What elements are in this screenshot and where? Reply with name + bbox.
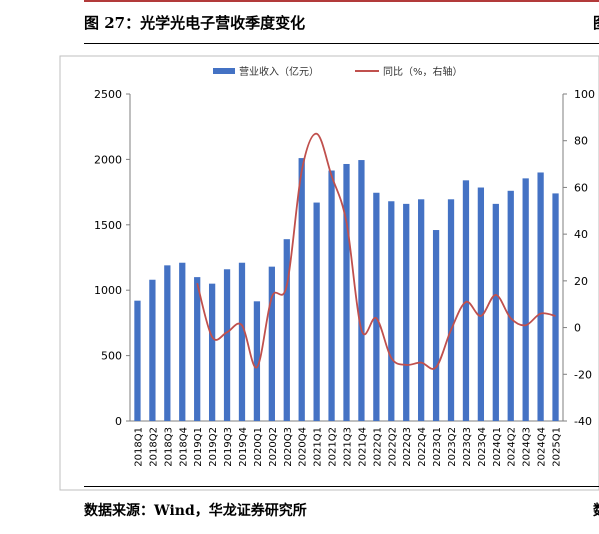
source-note: 数据来源：Wind，华龙证券研究所 — [84, 503, 307, 519]
legend-label-yoy: 同比（%，右轴） — [383, 65, 463, 78]
bar-revenue — [328, 170, 335, 421]
x-tick-label: 2024Q4 — [537, 427, 548, 467]
clipped-edge-glyph-top: 图 — [593, 12, 599, 33]
legend-label-revenue: 营业收入（亿元） — [239, 65, 319, 78]
right-tick-label: 40 — [574, 228, 588, 241]
x-tick-label: 2024Q2 — [507, 427, 518, 467]
x-tick-label: 2025Q1 — [552, 427, 563, 467]
x-tick-label: 2022Q2 — [387, 427, 398, 467]
bar-revenue — [432, 230, 440, 421]
bar-revenue — [477, 187, 485, 421]
line-yoy — [196, 132, 556, 370]
bar-revenue — [268, 266, 275, 421]
x-tick-label: 2020Q2 — [268, 427, 279, 467]
bar-revenue — [238, 262, 246, 421]
x-tick-label: 2022Q4 — [417, 427, 428, 467]
x-tick-label: 2018Q3 — [163, 427, 174, 467]
revenue-chart: 营业收入（亿元） 同比（%，右轴）05001000150020002500-40-… — [59, 55, 599, 491]
x-tick-label: 2021Q1 — [313, 427, 324, 467]
x-tick-label: 2019Q2 — [208, 427, 219, 467]
x-tick-label: 2022Q1 — [372, 427, 383, 467]
x-tick-label: 2021Q3 — [343, 427, 354, 467]
bar-revenue — [149, 279, 156, 421]
x-tick-label: 2020Q4 — [298, 427, 309, 467]
bar-revenue — [134, 300, 141, 421]
right-tick-label: 60 — [574, 181, 588, 194]
x-tick-label: 2024Q1 — [492, 427, 503, 467]
right-tick-label: -40 — [574, 415, 592, 428]
left-tick-label: 2000 — [94, 153, 122, 166]
bar-revenue — [283, 239, 290, 421]
left-tick-label: 0 — [115, 415, 122, 428]
bar-revenue — [298, 158, 305, 421]
left-tick-label: 1500 — [94, 219, 122, 232]
source-rule — [84, 486, 599, 487]
bar-revenue — [194, 277, 201, 421]
right-tick-label: -20 — [574, 368, 592, 381]
title-rule — [84, 43, 599, 44]
x-tick-label: 2020Q3 — [283, 427, 294, 467]
bar-revenue — [223, 269, 231, 421]
x-tick-label: 2018Q2 — [148, 427, 159, 467]
x-tick-label: 2023Q4 — [477, 427, 488, 467]
x-tick-label: 2019Q1 — [193, 427, 204, 467]
left-tick-label: 2500 — [94, 88, 122, 101]
x-tick-label: 2020Q1 — [253, 427, 264, 467]
bar-revenue — [447, 199, 455, 421]
bar-revenue — [462, 180, 470, 421]
bar-revenue — [313, 202, 320, 421]
left-tick-label: 1000 — [94, 284, 122, 297]
bar-revenue — [522, 178, 529, 421]
figure-title: 图 27：光学光电子营收季度变化 — [84, 14, 306, 32]
bar-revenue — [208, 283, 216, 421]
x-tick-label: 2019Q4 — [238, 427, 249, 467]
x-tick-label: 2021Q4 — [357, 427, 368, 467]
top-accent-line — [84, 0, 599, 2]
x-tick-label: 2024Q3 — [522, 427, 533, 467]
bar-revenue — [179, 262, 186, 421]
x-tick-label: 2023Q3 — [462, 427, 473, 467]
bar-revenue — [552, 193, 559, 421]
x-tick-label: 2019Q3 — [223, 427, 234, 467]
bar-revenue — [418, 199, 425, 421]
bar-revenue — [358, 160, 365, 421]
bar-revenue — [507, 190, 514, 421]
bar-revenue — [164, 265, 171, 421]
right-tick-label: 0 — [574, 322, 581, 335]
bar-revenue — [492, 203, 499, 421]
x-tick-label: 2018Q1 — [133, 427, 144, 467]
right-tick-label: 100 — [574, 88, 595, 101]
bar-revenue — [253, 301, 261, 421]
chart-frame — [59, 55, 599, 491]
clipped-edge-glyph-bottom: 数 — [593, 500, 599, 520]
x-tick-label: 2018Q4 — [178, 427, 189, 467]
left-tick-label: 500 — [101, 350, 122, 363]
right-tick-label: 80 — [574, 135, 588, 148]
bar-revenue — [388, 201, 395, 421]
bar-revenue — [373, 192, 380, 421]
x-tick-label: 2023Q2 — [447, 427, 458, 467]
right-tick-label: 20 — [574, 275, 588, 288]
x-tick-label: 2022Q3 — [402, 427, 413, 467]
bar-revenue — [403, 203, 410, 421]
x-tick-label: 2023Q1 — [432, 427, 443, 467]
legend-swatch-revenue — [213, 68, 235, 74]
bar-revenue — [537, 172, 544, 421]
x-tick-label: 2021Q2 — [328, 427, 339, 467]
bar-revenue — [343, 163, 350, 421]
